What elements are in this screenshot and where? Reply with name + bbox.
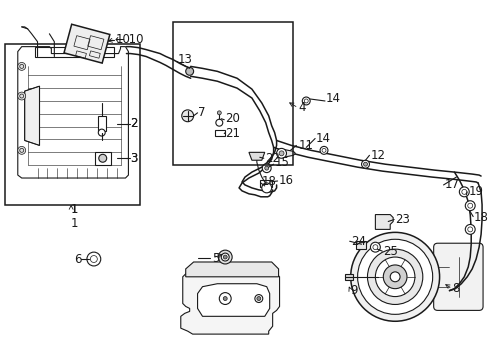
Polygon shape: [186, 262, 279, 277]
Polygon shape: [249, 152, 265, 160]
Circle shape: [98, 129, 105, 136]
Circle shape: [276, 148, 287, 158]
Text: 21: 21: [225, 127, 240, 140]
Circle shape: [262, 183, 271, 193]
Circle shape: [216, 119, 223, 126]
Circle shape: [390, 272, 400, 282]
Circle shape: [221, 253, 229, 261]
Text: 9: 9: [351, 284, 358, 297]
Text: 24: 24: [351, 235, 366, 248]
Text: 7: 7: [197, 106, 205, 119]
Text: 20: 20: [225, 112, 240, 125]
Circle shape: [186, 67, 194, 75]
Text: 16: 16: [279, 175, 294, 188]
Text: 19: 19: [468, 185, 483, 198]
Text: 18: 18: [262, 175, 277, 189]
Circle shape: [223, 255, 227, 259]
Circle shape: [18, 147, 25, 154]
Text: 8: 8: [452, 282, 460, 295]
Bar: [5, 44, 140, 205]
Text: 17: 17: [444, 179, 460, 192]
Bar: [173, 22, 294, 165]
Text: 23: 23: [395, 213, 410, 226]
Text: 5: 5: [212, 252, 220, 265]
Polygon shape: [197, 284, 270, 316]
Polygon shape: [24, 86, 40, 145]
Circle shape: [370, 242, 380, 252]
Circle shape: [99, 154, 107, 162]
Text: 18: 18: [474, 211, 489, 224]
Text: 14: 14: [316, 132, 331, 145]
Text: 6: 6: [74, 252, 82, 266]
Text: 13: 13: [178, 53, 193, 66]
Circle shape: [375, 257, 415, 297]
Polygon shape: [95, 152, 111, 165]
Text: 2: 2: [130, 117, 138, 130]
Circle shape: [18, 62, 25, 70]
Bar: [215, 130, 225, 136]
Text: 1: 1: [71, 217, 78, 230]
Circle shape: [358, 239, 433, 314]
Text: 22: 22: [265, 152, 280, 165]
Text: 3: 3: [130, 152, 138, 165]
Circle shape: [257, 297, 261, 301]
Text: 1: 1: [71, 203, 78, 216]
Text: 3: 3: [130, 152, 138, 165]
Circle shape: [459, 187, 469, 197]
Text: 25: 25: [383, 245, 398, 258]
Polygon shape: [98, 116, 106, 131]
Circle shape: [466, 224, 475, 234]
Circle shape: [383, 265, 407, 289]
Circle shape: [265, 166, 269, 170]
Bar: [260, 180, 271, 187]
Circle shape: [223, 297, 227, 301]
Circle shape: [262, 164, 271, 172]
Polygon shape: [284, 149, 295, 157]
Circle shape: [279, 151, 284, 156]
Text: 2: 2: [130, 117, 138, 130]
Circle shape: [362, 160, 369, 168]
Circle shape: [18, 92, 25, 100]
Text: 15: 15: [274, 156, 290, 169]
Circle shape: [219, 250, 232, 264]
Circle shape: [466, 201, 475, 211]
Circle shape: [182, 110, 194, 122]
Circle shape: [364, 162, 368, 166]
Circle shape: [218, 111, 221, 115]
Text: 10: 10: [116, 33, 130, 46]
Text: 4: 4: [298, 102, 306, 114]
Polygon shape: [181, 272, 280, 334]
FancyBboxPatch shape: [434, 243, 483, 310]
Polygon shape: [64, 24, 110, 63]
Text: 11: 11: [298, 139, 313, 152]
Polygon shape: [375, 215, 393, 229]
Text: 12: 12: [370, 149, 386, 162]
Polygon shape: [356, 241, 366, 249]
Circle shape: [351, 232, 440, 321]
Circle shape: [320, 147, 328, 154]
Circle shape: [302, 97, 310, 105]
Text: 14: 14: [326, 93, 341, 105]
Text: ← 10: ← 10: [115, 33, 143, 46]
Bar: [345, 274, 353, 280]
Circle shape: [368, 249, 423, 305]
